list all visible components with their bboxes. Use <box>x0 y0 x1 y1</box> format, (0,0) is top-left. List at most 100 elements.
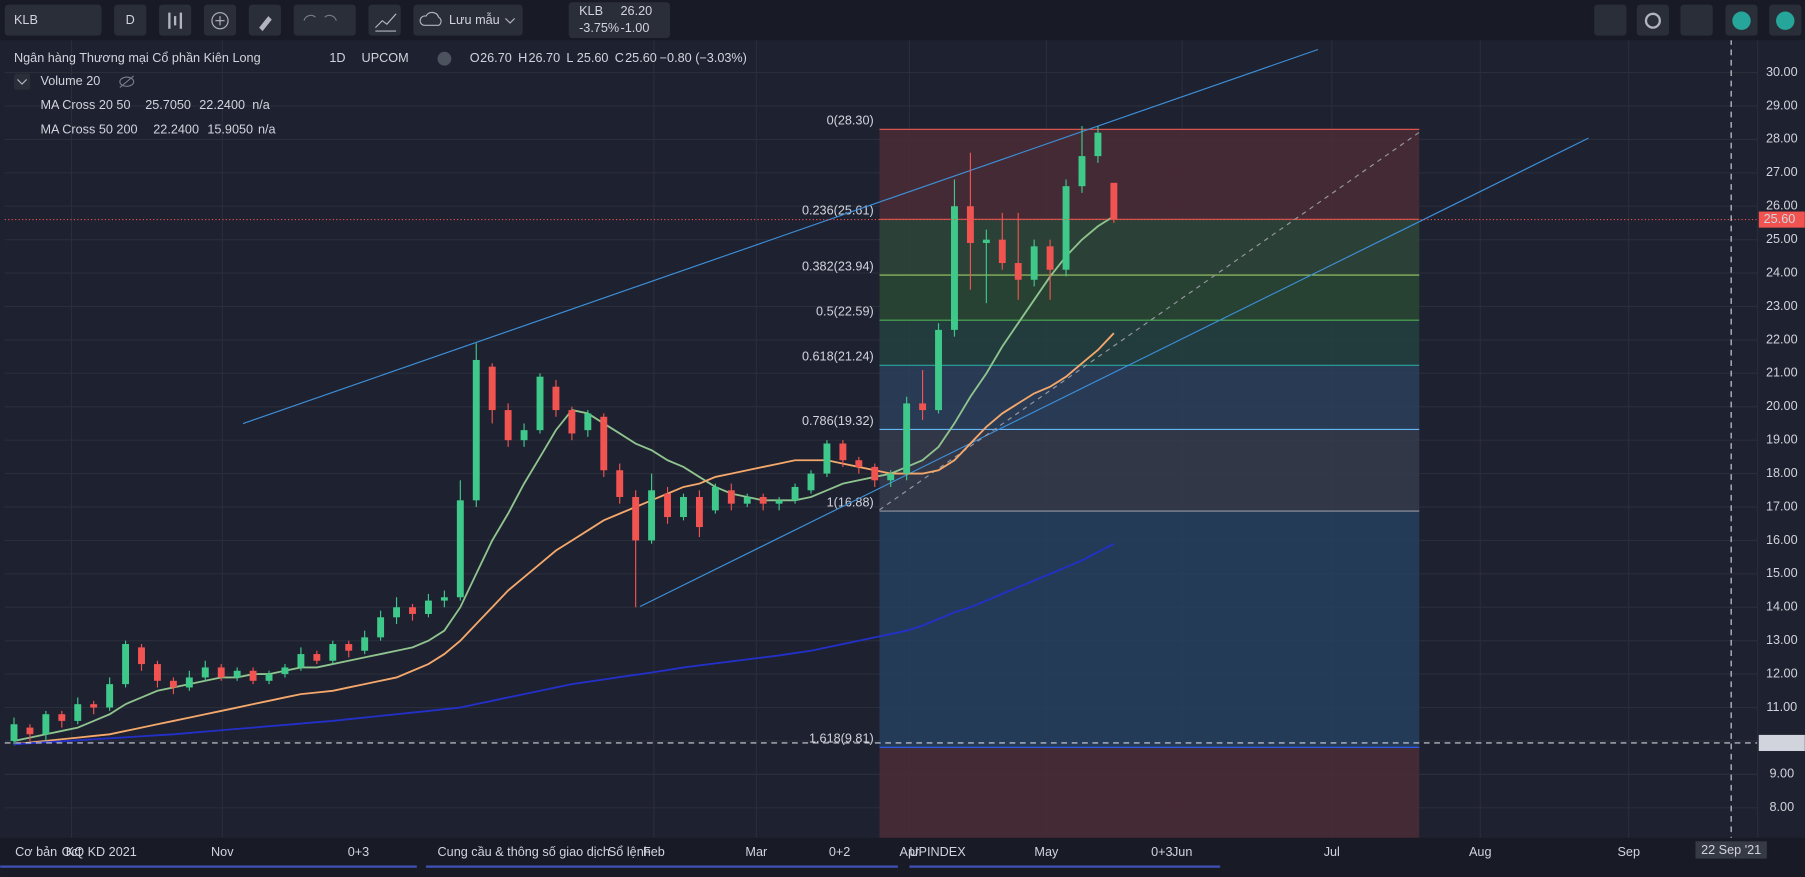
legend-name: MA Cross 20 50 <box>40 98 130 112</box>
save-text: Lưu mẫu <box>449 12 500 27</box>
settings-button[interactable] <box>1636 4 1670 36</box>
x-tick-label: Jul <box>1324 845 1340 859</box>
chart-type-icon <box>168 12 183 29</box>
candle-body <box>265 674 273 681</box>
tab-badge: 0+3 <box>348 845 369 859</box>
y-tick-label: 27.00 <box>1766 165 1798 179</box>
candle-body <box>1014 263 1022 280</box>
interval-button[interactable] <box>114 4 147 36</box>
fib-zone <box>879 129 1420 220</box>
candle-body <box>409 607 416 614</box>
alert-button[interactable] <box>248 4 282 36</box>
candle-body <box>600 416 608 471</box>
candle-body <box>743 496 751 504</box>
fib-zone <box>879 365 1420 430</box>
candle-body <box>10 724 18 741</box>
candle-body <box>313 654 321 661</box>
tab-label[interactable]: Cung cầu & thông số giao dịch <box>438 845 610 859</box>
compare-button[interactable] <box>368 4 401 36</box>
fib-zone <box>879 275 1420 321</box>
fib-label: 0.236(25.61) <box>802 204 874 218</box>
alert-icon <box>259 16 272 32</box>
candle-body <box>1110 182 1118 220</box>
x-tick-label: Jun <box>1172 845 1192 859</box>
plot-area: 0(28.30) 0.236(25.61) 0.382(23.94) 0.5(22.5… <box>4 39 1805 838</box>
y-tick-label: 8.00 <box>1769 800 1794 814</box>
undo-icon <box>303 14 337 21</box>
candle-body <box>361 637 369 651</box>
tab-label[interactable]: Sổ lệnh <box>608 845 651 859</box>
quote-price: 26.20 <box>621 4 653 18</box>
candle-body <box>903 403 911 474</box>
indicator-icon <box>211 12 229 30</box>
crosshair-price-label: 9.94 <box>1767 735 1792 749</box>
x-tick-label: Sep <box>1617 845 1640 859</box>
fib-zone <box>879 511 1420 748</box>
cloud-icon <box>419 11 442 26</box>
trend-line <box>242 48 1319 425</box>
legend-toggle[interactable] <box>13 73 31 90</box>
y-tick-label: 30.00 <box>1766 65 1798 79</box>
indicator-plus <box>215 16 225 26</box>
y-tick-label: 18.00 <box>1766 466 1798 480</box>
status-dot <box>437 51 452 66</box>
ohlc-value: 26.70 <box>528 51 560 65</box>
candle-body <box>201 667 209 678</box>
candle-body <box>138 647 145 665</box>
candle-body <box>42 714 50 735</box>
interval-text: D <box>126 13 135 27</box>
candle-body <box>711 486 719 511</box>
candle-body <box>568 410 576 434</box>
x-tick-label: Nov <box>211 845 234 859</box>
candle-body <box>488 366 496 411</box>
tab-label[interactable]: KQ KD 2021 <box>66 845 137 859</box>
candle-body <box>26 727 34 735</box>
candle-body <box>106 684 114 708</box>
fib-zone <box>879 429 1420 512</box>
ohlc-key: H <box>518 51 527 65</box>
candle-body <box>185 677 193 688</box>
candle-body <box>536 376 544 431</box>
candle-body <box>424 600 432 614</box>
candle-body <box>440 597 448 601</box>
candle-body <box>393 607 401 618</box>
quote-box[interactable] <box>568 2 671 38</box>
tab-label[interactable]: UPINDEX <box>909 845 966 859</box>
fib-label: 0(28.30) <box>827 114 874 128</box>
candle-body <box>58 714 66 721</box>
undo-redo[interactable] <box>293 4 356 36</box>
candle-body <box>552 386 560 411</box>
chart-header: Ngân hàng Thương mại Cổ phần Kiên Long 1… <box>14 51 747 66</box>
candle-body <box>823 443 831 474</box>
candle-body <box>90 704 98 708</box>
tab-badge: 0+3 <box>1151 845 1172 859</box>
fib-label: 0.618(21.24) <box>802 350 874 364</box>
candle-body <box>377 617 385 638</box>
tab-label[interactable]: Cơ bản <box>15 845 57 859</box>
ohlc-key: L <box>566 51 573 65</box>
candle-body <box>648 490 656 541</box>
symbol-text: KLB <box>14 13 38 27</box>
ohlc-key: C <box>615 51 624 65</box>
save-button[interactable] <box>413 4 523 36</box>
header-change: −0.80 (−3.03%) <box>660 51 747 65</box>
candle-body <box>951 206 958 330</box>
fullscreen-button[interactable] <box>1680 4 1713 36</box>
bottom-bg <box>0 837 1805 877</box>
hidden-icon <box>119 75 135 88</box>
ma-line <box>13 215 1115 742</box>
symbol-input[interactable] <box>4 4 102 36</box>
quote-change-pct: -3.75% <box>579 21 619 35</box>
fib-zone <box>879 219 1420 276</box>
settings-icon <box>1644 12 1661 29</box>
y-tick-label: 19.00 <box>1766 433 1798 447</box>
y-tick-label: 22.00 <box>1766 332 1798 346</box>
candle-body <box>456 500 464 598</box>
candle-body <box>759 496 767 504</box>
candle-body <box>520 430 528 441</box>
layout-button[interactable] <box>1594 4 1627 36</box>
legend-value: 22.2400 <box>153 122 199 136</box>
ohlc-value: 25.60 <box>577 51 609 65</box>
